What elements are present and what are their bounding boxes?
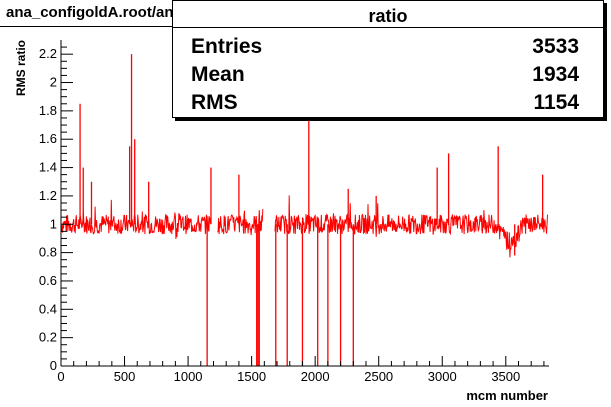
y-tick-label: 1.4 [39, 160, 57, 175]
y-tick-label: 0.4 [39, 301, 57, 316]
stats-value: 1934 [532, 63, 579, 86]
series-line [217, 209, 264, 236]
x-tick-label: 2500 [364, 369, 393, 384]
x-tick-label: 2000 [301, 369, 330, 384]
y-tick-label: 0.2 [39, 330, 57, 345]
x-tick-label: 500 [114, 369, 136, 384]
x-tick-label: 3500 [491, 369, 520, 384]
stats-label: Entries [191, 35, 263, 58]
y-tick-label: 2.2 [39, 46, 57, 61]
y-axis-label: RMS ratio [14, 40, 28, 96]
stats-title: ratio [173, 1, 603, 28]
x-tick-label: 3000 [428, 369, 457, 384]
stats-label: RMS [191, 91, 238, 114]
axes: 0 500 1000 1500 2000 2500 3000 3500 0 0.2 0.4 0.6 0.… [39, 40, 549, 384]
x-axis-label: mcm number [466, 388, 548, 403]
y-tick-label: 1.6 [39, 131, 57, 146]
series-line [60, 199, 211, 240]
x-tick-label: 1000 [174, 369, 203, 384]
y-tick-label: 0.8 [39, 245, 57, 260]
stats-row-entries: Entries 3533 [191, 33, 579, 61]
y-tick-label: 1.8 [39, 103, 57, 118]
y-tick-label: 2 [50, 75, 57, 90]
y-tick-label: 0 [50, 358, 57, 373]
y-tick-label: 1 [50, 216, 57, 231]
y-tick-label: 1.2 [39, 188, 57, 203]
series-line [274, 195, 548, 258]
stats-box: ratio Entries 3533 Mean 1934 RMS 1154 [172, 0, 604, 118]
stats-value: 3533 [532, 35, 579, 58]
data-series [60, 54, 548, 366]
stats-row-mean: Mean 1934 [191, 61, 579, 89]
x-tick-label: 0 [57, 369, 64, 384]
x-tick-label: 1500 [237, 369, 266, 384]
stats-row-rms: RMS 1154 [191, 89, 579, 117]
stats-label: Mean [191, 63, 245, 86]
stats-value: 1154 [533, 91, 579, 114]
y-tick-label: 0.6 [39, 273, 57, 288]
